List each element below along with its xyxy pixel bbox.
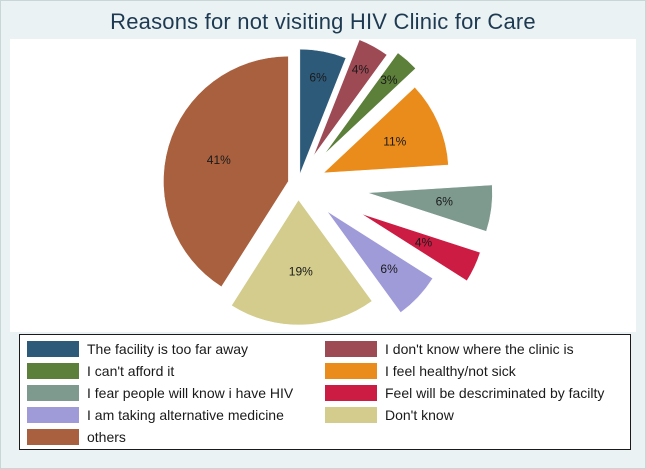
legend-label: others [87,429,126,445]
legend-label: I don't know where the clinic is [385,341,574,357]
legend-item-6: Feel will be descriminated by facilty [325,383,604,403]
legend-label: I fear people will know i have HIV [87,385,294,401]
legend-swatch [325,363,377,379]
legend-item-1: The facility is too far away [27,339,248,359]
legend-swatch [325,341,377,357]
legend-item-7: I am taking alternative medicine [27,405,284,425]
legend-item-5: I fear people will know i have HIV [27,383,293,403]
pie-slice-3 [324,52,416,155]
slice-label-3: 3% [380,73,398,87]
legend-item-2: I don't know where the clinic is [325,339,574,359]
slice-label-9: 41% [207,153,231,167]
legend-item-3: I can't afford it [27,361,174,381]
chart-title: Reasons for not visiting HIV Clinic for … [110,9,536,34]
slice-label-2: 4% [352,63,370,77]
pie-slice-1 [299,48,347,175]
slice-label-1: 6% [309,71,327,85]
legend-label: Feel will be descriminated by facilty [385,385,605,401]
legend-swatch [325,407,377,423]
legend-label: I am taking alternative medicine [87,407,284,423]
pie-slice-2 [313,39,388,157]
slice-label-4: 11% [383,134,406,148]
legend-swatch [27,341,79,357]
legend-label: I feel healthy/not sick [385,363,516,379]
legend-item-4: I feel healthy/not sick [325,361,516,381]
legend-item-9: others [27,427,126,447]
chart-legend: The facility is too far away I don't know… [19,334,631,450]
legend-swatch [27,429,79,445]
legend-swatch [27,407,79,423]
legend-swatch [325,385,377,401]
pie-chart: 6% 4% 3% 11% 6% 4% 6% 19% 41% [163,39,493,326]
pie-slice-7 [326,211,434,313]
slice-label-7: 6% [380,262,398,276]
pie-slice-6 [361,213,481,282]
pie-slice-8 [231,199,373,326]
legend-label: The facility is too far away [87,341,249,357]
legend-swatch [27,363,79,379]
pie-slice-4 [323,86,449,174]
legend-label: I can't afford it [87,363,175,379]
pie-slice-9 [163,55,289,288]
slice-label-5: 6% [436,195,454,209]
legend-label: Don't know [385,407,454,423]
slice-label-8: 19% [289,265,313,279]
pie-slice-5 [367,184,493,232]
legend-swatch [27,385,79,401]
legend-item-8: Don't know [325,405,454,425]
plot-area: 6% 4% 3% 11% 6% 4% 6% 19% 41% [10,39,636,332]
slice-label-6: 4% [415,235,433,249]
